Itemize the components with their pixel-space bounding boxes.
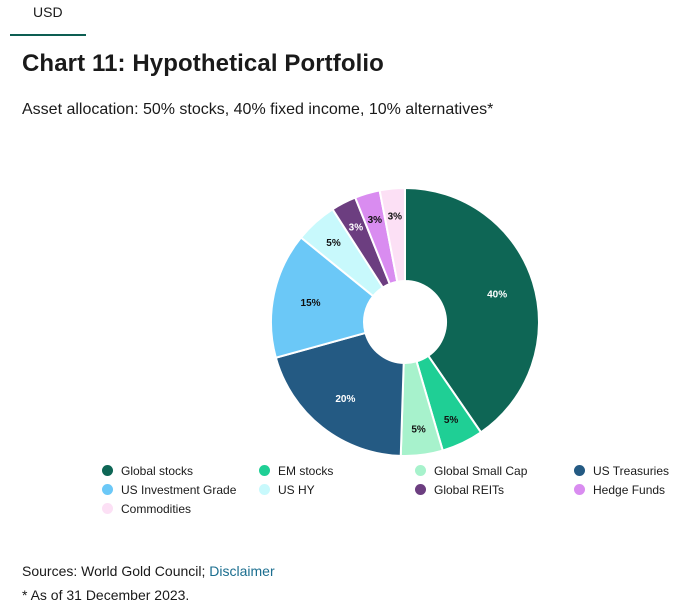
- chart-subtitle: Asset allocation: 50% stocks, 40% fixed …: [22, 101, 494, 118]
- slice-label-global-stocks: 40%: [487, 289, 507, 300]
- slice-label-global-small-cap: 5%: [411, 424, 426, 435]
- donut-chart: 40% 5% 5% 20% 15% 5% 3% 3% 3%: [270, 186, 540, 457]
- slice-us-investment-grade[interactable]: [270, 236, 375, 359]
- slice-commodities[interactable]: [378, 186, 406, 283]
- legend-item-commodities[interactable]: Commodities: [102, 500, 191, 518]
- chart-legend: Global stocks EM stocks Global Small Cap US…: [102, 462, 682, 522]
- slice-label-us-hy: 5%: [326, 238, 341, 249]
- legend-swatch: [102, 484, 113, 496]
- legend-item-global-stocks[interactable]: Global stocks: [102, 462, 193, 480]
- legend-swatch: [574, 484, 585, 496]
- legend-swatch: [259, 465, 270, 477]
- slice-label-us-treasuries: 20%: [335, 394, 355, 405]
- chart-title: Chart 11: Hypothetical Portfolio: [22, 50, 384, 77]
- legend-item-hedge-funds[interactable]: Hedge Funds: [574, 481, 665, 499]
- slice-label-global-reits: 3%: [349, 223, 364, 234]
- currency-tab[interactable]: USD: [10, 0, 86, 36]
- legend-label: US Investment Grade: [121, 483, 237, 497]
- slice-us-treasuries[interactable]: [274, 331, 405, 457]
- legend-item-us-hy[interactable]: US HY: [259, 481, 315, 499]
- legend-label: Hedge Funds: [593, 483, 666, 497]
- legend-swatch: [102, 503, 113, 515]
- legend-swatch: [574, 465, 585, 477]
- legend-label: EM stocks: [278, 464, 334, 478]
- slice-label-hedge-funds: 3%: [368, 215, 383, 226]
- legend-swatch: [102, 465, 113, 477]
- legend-swatch: [259, 484, 270, 496]
- legend-item-us-investment-grade[interactable]: US Investment Grade: [102, 481, 236, 499]
- slice-label-commodities: 3%: [388, 211, 403, 222]
- slice-label-us-investment-grade: 15%: [301, 298, 321, 309]
- legend-label: Global Small Cap: [434, 464, 528, 478]
- legend-label: US Treasuries: [593, 464, 670, 478]
- legend-item-em-stocks[interactable]: EM stocks: [259, 462, 333, 480]
- disclaimer-link[interactable]: Disclaimer: [209, 563, 275, 579]
- legend-item-global-small-cap[interactable]: Global Small Cap: [415, 462, 527, 480]
- legend-label: Global REITs: [434, 483, 505, 497]
- legend-item-global-reits[interactable]: Global REITs: [415, 481, 504, 499]
- legend-swatch: [415, 465, 426, 477]
- legend-label: Global stocks: [121, 464, 194, 478]
- slice-label-em-stocks: 5%: [444, 415, 459, 426]
- sources-text: Sources: World Gold Council;: [22, 563, 210, 579]
- legend-label: Commodities: [121, 502, 192, 516]
- footnote: * As of 31 December 2023.: [22, 587, 190, 603]
- legend-item-us-treasuries[interactable]: US Treasuries: [574, 462, 669, 480]
- sources-line: Sources: World Gold Council; Disclaimer: [22, 563, 275, 579]
- slice-global-stocks[interactable]: [404, 186, 540, 434]
- legend-swatch: [415, 484, 426, 496]
- currency-tab-label: USD: [33, 4, 63, 20]
- legend-label: US HY: [278, 483, 315, 497]
